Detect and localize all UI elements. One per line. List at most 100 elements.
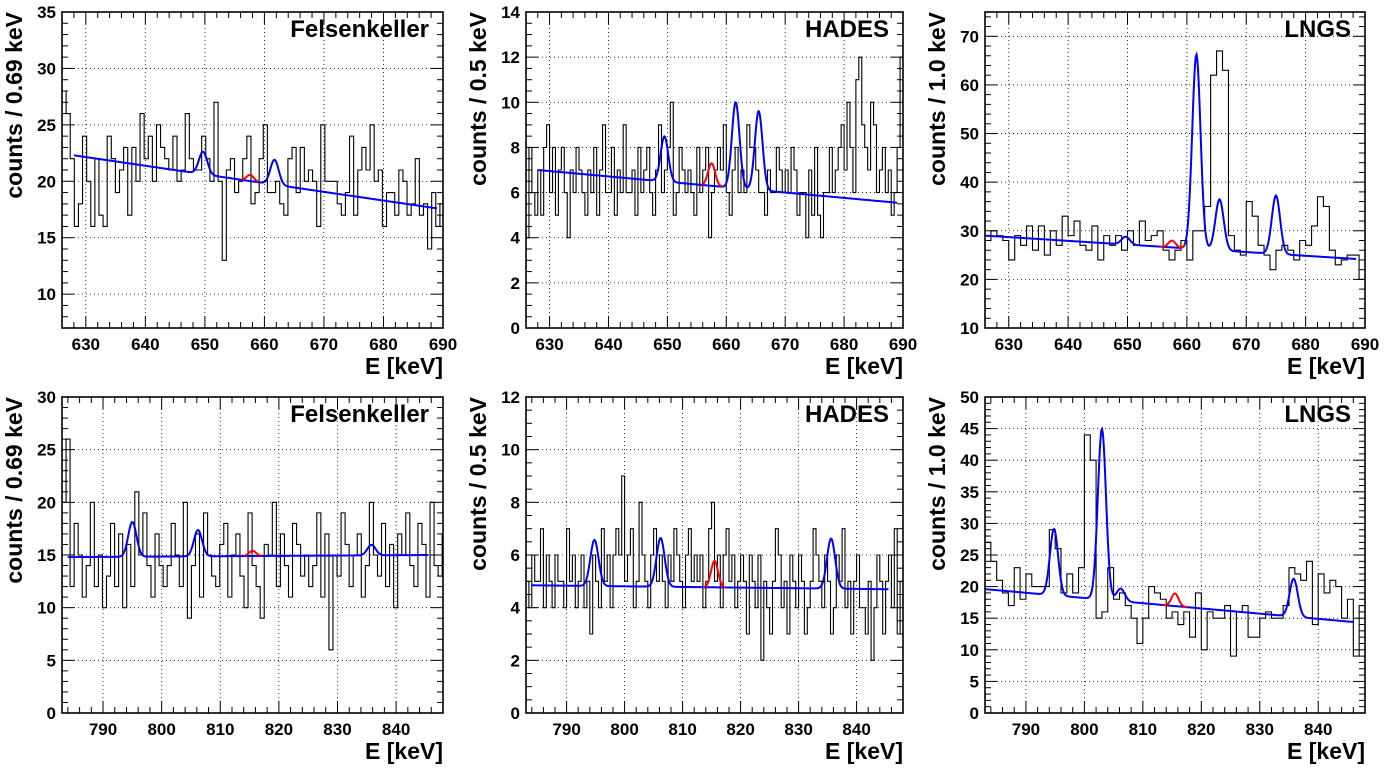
data-histogram xyxy=(62,438,443,651)
y-axis-title: counts / 0.69 keV xyxy=(1,396,27,583)
x-tick-label: 640 xyxy=(1054,335,1082,354)
plot-area xyxy=(62,438,443,651)
y-tick-label: 45 xyxy=(960,420,979,439)
y-tick-label: 10 xyxy=(960,641,979,660)
y-tick-label: 8 xyxy=(511,138,520,157)
data-histogram xyxy=(526,56,903,239)
x-tick-label: 820 xyxy=(726,720,754,739)
x-tick-label: 640 xyxy=(594,335,622,354)
x-tick-label: 680 xyxy=(369,335,397,354)
y-tick-label: 50 xyxy=(960,388,979,407)
x-tick-label: 840 xyxy=(382,720,410,739)
x-tick-label: 690 xyxy=(889,335,917,354)
y-tick-label: 6 xyxy=(511,546,520,565)
fit-curve xyxy=(73,150,438,210)
x-axis-title: E [keV] xyxy=(1287,353,1365,379)
y-axis-title: counts / 0.5 keV xyxy=(465,396,491,571)
y-tick-label: 2 xyxy=(511,274,520,293)
y-tick-label: 5 xyxy=(970,672,979,691)
data-histogram xyxy=(62,90,443,261)
data-histogram xyxy=(985,50,1365,280)
x-tick-label: 650 xyxy=(1113,335,1141,354)
y-tick-label: 0 xyxy=(511,319,520,338)
plot-frame xyxy=(61,396,444,714)
data-histogram xyxy=(985,434,1365,657)
plot-frame xyxy=(61,11,444,329)
y-tick-label: 0 xyxy=(970,704,979,723)
x-tick-label: 650 xyxy=(191,335,219,354)
axis-ticks xyxy=(985,396,1366,714)
y-tick-label: 2 xyxy=(511,651,520,670)
x-tick-label: 790 xyxy=(89,720,117,739)
signal-curve xyxy=(241,173,259,183)
panel-title: Felsenkeller xyxy=(290,16,429,43)
plot-frame xyxy=(984,396,1366,714)
y-tick-label: 40 xyxy=(960,173,979,192)
signal-curve xyxy=(1162,592,1188,609)
x-tick-label: 810 xyxy=(206,720,234,739)
chart-panel-6: 790 800 810 820 830 840 0 5 10 15 20 25 30 35 40 45 50 E … xyxy=(924,388,1366,764)
chart-panel-3: 630 640 650 660 670 680 690 10 20 30 40 50 60 70 E [ke… xyxy=(924,11,1379,379)
y-tick-label: 10 xyxy=(37,599,56,618)
y-tick-label: 20 xyxy=(960,270,979,289)
y-tick-label: 20 xyxy=(960,578,979,597)
y-tick-label: 30 xyxy=(37,59,56,78)
x-tick-label: 830 xyxy=(784,720,812,739)
x-tick-label: 640 xyxy=(131,335,159,354)
axis-ticks xyxy=(984,12,1366,329)
y-tick-label: 10 xyxy=(960,319,979,338)
x-tick-label: 650 xyxy=(653,335,681,354)
signal-curve xyxy=(243,549,262,557)
y-tick-label: 15 xyxy=(960,609,979,628)
x-tick-label: 840 xyxy=(842,720,870,739)
y-tick-label: 70 xyxy=(960,27,979,46)
signal-curve xyxy=(1160,239,1186,249)
x-tick-label: 630 xyxy=(72,335,100,354)
y-tick-label: 20 xyxy=(37,172,56,191)
y-tick-label: 4 xyxy=(511,599,521,618)
panel-title: HADES xyxy=(805,401,889,428)
chart-panel-2: 630 640 650 660 670 680 690 0 2 4 6 8 10 12 14 E [keV] c… xyxy=(465,3,917,379)
chart-panel-4: 790 800 810 820 830 840 0 5 10 15 20 25 30 E [keV] cou… xyxy=(1,388,444,764)
y-tick-label: 5 xyxy=(47,651,56,670)
signal-curve xyxy=(701,162,723,188)
x-tick-label: 630 xyxy=(995,335,1023,354)
plot-frame xyxy=(984,11,1366,329)
fit-curve xyxy=(985,50,1357,260)
axis-ticks xyxy=(61,11,444,329)
y-axis-title: counts / 1.0 keV xyxy=(924,396,950,571)
y-tick-label: 6 xyxy=(511,184,520,203)
y-tick-label: 25 xyxy=(37,441,56,460)
y-tick-label: 8 xyxy=(511,493,520,512)
x-axis-title: E [keV] xyxy=(825,738,903,764)
y-tick-label: 25 xyxy=(37,116,56,135)
y-tick-label: 10 xyxy=(501,441,520,460)
grid xyxy=(62,12,443,328)
x-tick-label: 810 xyxy=(1129,720,1157,739)
x-tick-label: 660 xyxy=(712,335,740,354)
x-tick-label: 690 xyxy=(429,335,457,354)
x-tick-label: 810 xyxy=(668,720,696,739)
x-tick-label: 820 xyxy=(1187,720,1215,739)
panel-title: LNGS xyxy=(1284,16,1351,43)
x-tick-label: 660 xyxy=(1173,335,1201,354)
fit-curve xyxy=(537,101,898,204)
y-tick-label: 35 xyxy=(960,483,979,502)
y-tick-label: 14 xyxy=(501,3,520,22)
y-tick-label: 40 xyxy=(960,451,979,470)
x-tick-label: 800 xyxy=(610,720,638,739)
plot-frame xyxy=(525,396,904,714)
x-tick-label: 840 xyxy=(1304,720,1332,739)
y-tick-label: 25 xyxy=(960,546,979,565)
x-tick-label: 630 xyxy=(535,335,563,354)
plot-frame xyxy=(525,11,904,329)
grid xyxy=(62,397,443,713)
x-tick-label: 660 xyxy=(250,335,278,354)
y-tick-label: 30 xyxy=(960,514,979,533)
signal-curve xyxy=(702,559,727,589)
chart-panel-1: 630 640 650 660 670 680 690 10 15 20 25 30 35 E [keV]… xyxy=(1,3,457,379)
x-tick-label: 790 xyxy=(552,720,580,739)
x-tick-label: 820 xyxy=(265,720,293,739)
